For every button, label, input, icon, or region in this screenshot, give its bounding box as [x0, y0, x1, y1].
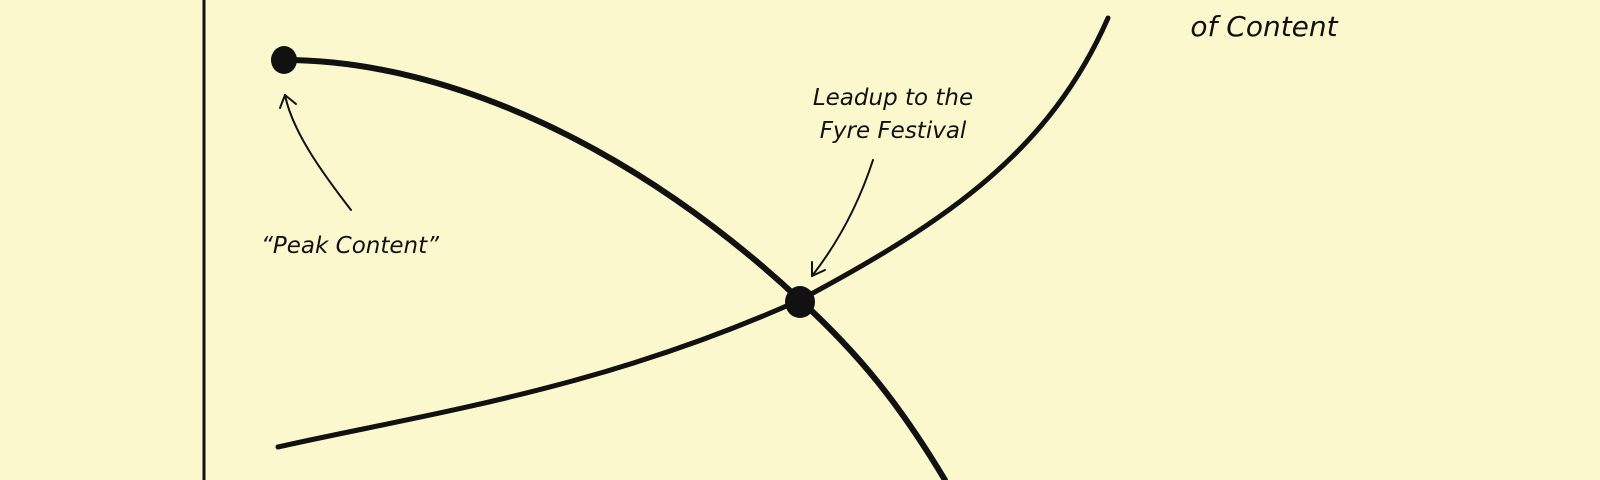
peak-arrow: [279, 94, 352, 211]
peak-content-label: “Peak Content”: [261, 233, 440, 259]
leadup-label-line1: Leadup to the: [813, 85, 973, 111]
peak-point: [271, 46, 297, 74]
rising-curve-label: of Content: [1190, 10, 1338, 43]
intersection-arrow: [811, 159, 874, 277]
leadup-label-line2: Fyre Festival: [820, 118, 967, 144]
declining-curve: [281, 57, 948, 480]
intersection-point: [785, 286, 815, 318]
